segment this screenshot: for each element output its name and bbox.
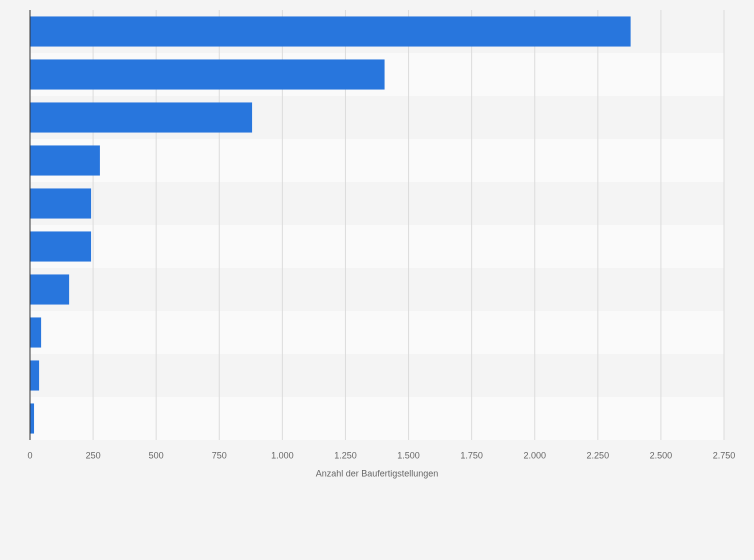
x-tick-label: 750 xyxy=(212,450,227,460)
x-tick-label: 2.750 xyxy=(713,450,736,460)
row-band xyxy=(30,225,724,268)
bar xyxy=(30,59,385,90)
x-tick-label: 2.250 xyxy=(587,450,610,460)
bars xyxy=(30,16,631,434)
row-band xyxy=(30,354,724,397)
x-tick-label: 1.000 xyxy=(271,450,294,460)
x-tick-label: 1.250 xyxy=(334,450,357,460)
row-band xyxy=(30,182,724,225)
bar xyxy=(30,16,631,47)
bar xyxy=(30,403,35,434)
x-axis-label: Anzahl der Baufertigstellungen xyxy=(316,468,439,478)
row-band xyxy=(30,311,724,354)
x-tick-label: 1.500 xyxy=(397,450,420,460)
bar xyxy=(30,188,92,219)
row-band xyxy=(30,139,724,182)
bar xyxy=(30,317,42,348)
bar xyxy=(30,274,70,305)
x-tick-label: 2.500 xyxy=(650,450,673,460)
bar xyxy=(30,360,40,391)
bar xyxy=(30,145,100,176)
x-tick-label: 2.000 xyxy=(523,450,546,460)
bar xyxy=(30,231,92,262)
row-band xyxy=(30,268,724,311)
x-tick-label: 1.750 xyxy=(460,450,483,460)
x-tick-label: 250 xyxy=(86,450,101,460)
x-tick-label: 0 xyxy=(27,450,32,460)
x-tick-label: 500 xyxy=(149,450,164,460)
bar xyxy=(30,102,253,133)
row-band xyxy=(30,397,724,440)
